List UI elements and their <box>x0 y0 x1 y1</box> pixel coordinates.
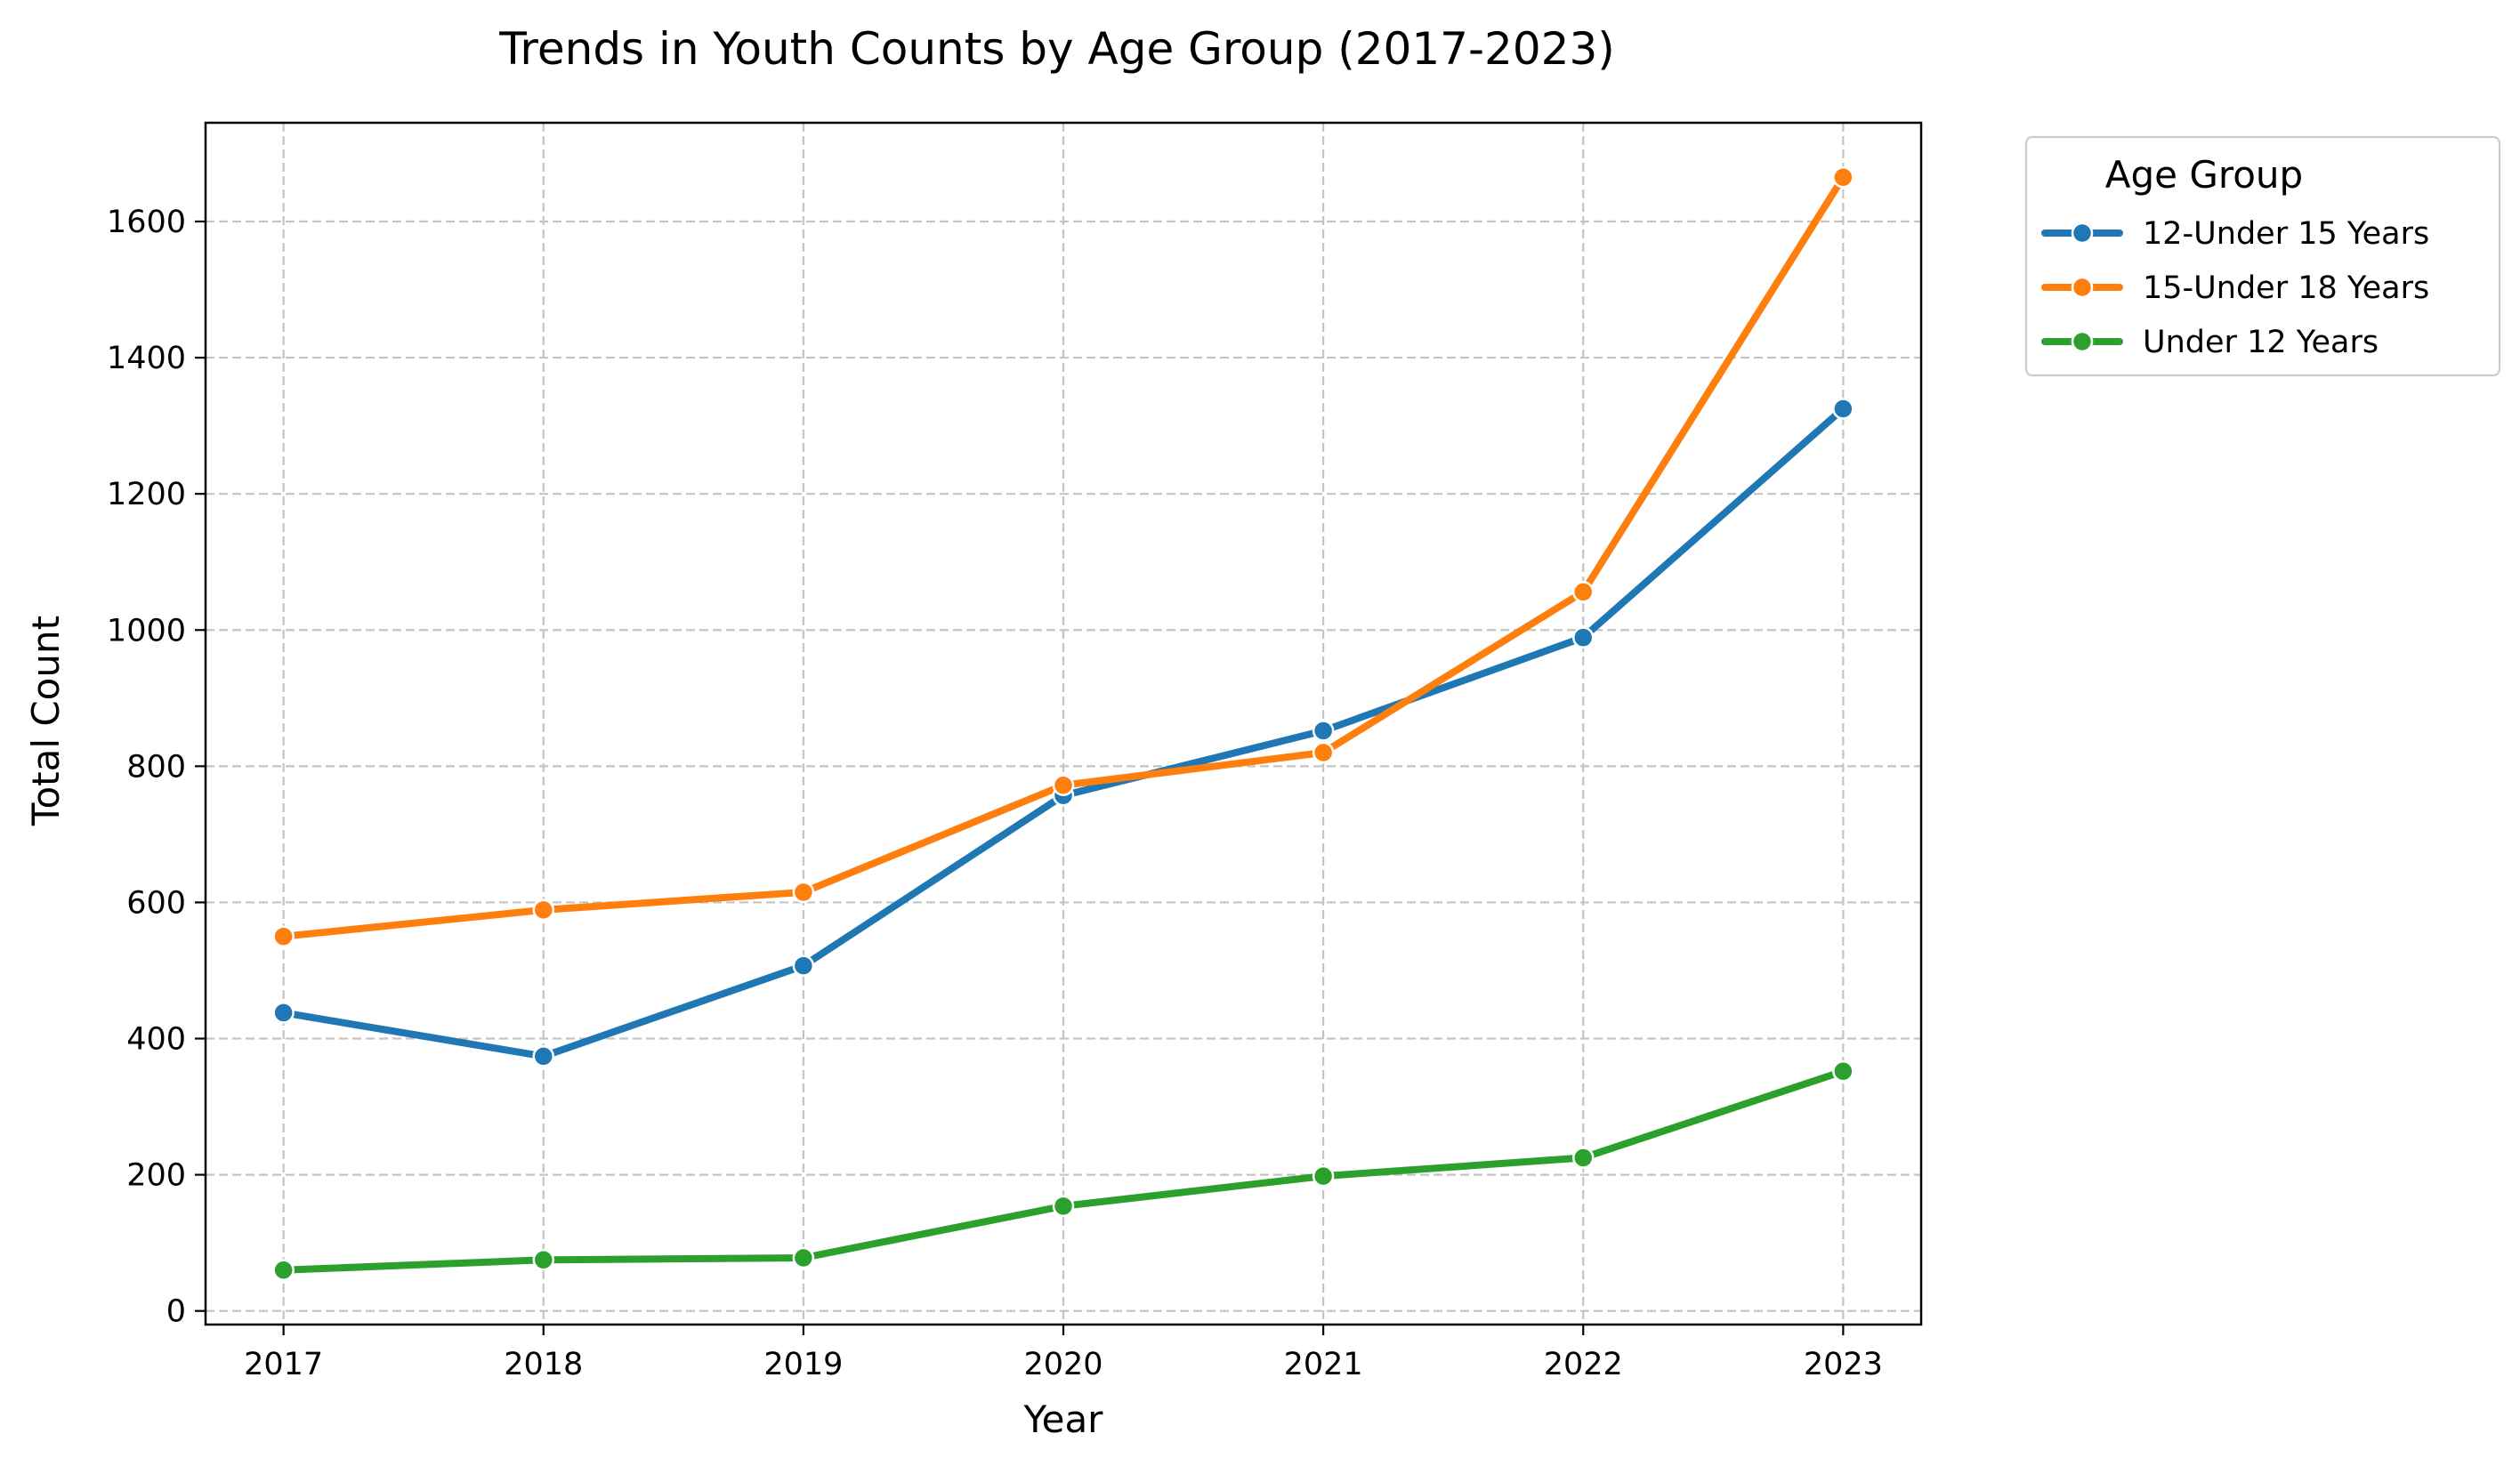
data-point-under-12-years <box>272 1259 295 1282</box>
chart-title: Trends in Youth Counts by Age Group (201… <box>498 23 1615 75</box>
legend: Age Group 12-Under 15 Years 15-Under 18 Y… <box>2024 135 2501 377</box>
y-tick-label: 800 <box>126 749 186 785</box>
x-tick-label: 2017 <box>244 1347 323 1382</box>
y-tick-label: 200 <box>126 1158 186 1194</box>
data-point-12-under-15-years <box>272 1002 295 1024</box>
y-tick-label: 0 <box>166 1294 186 1330</box>
y-tick-label: 1400 <box>107 341 186 376</box>
axis-ticks: 2017 2018 2019 2020 2021 2022 2023 0 200 400 600 80… <box>107 205 1883 1382</box>
y-tick-label: 1200 <box>107 477 186 512</box>
legend-label-12-under-15-years: 12-Under 15 Years <box>2143 216 2429 252</box>
x-tick-label: 2020 <box>1023 1347 1102 1382</box>
x-tick-label: 2018 <box>504 1347 583 1382</box>
data-point-12-under-15-years <box>532 1045 555 1067</box>
legend-title: Age Group <box>2105 153 2303 197</box>
y-tick-label: 1000 <box>107 613 186 648</box>
y-tick-label: 400 <box>126 1022 186 1058</box>
legend-swatch-marker-15-under-18-years <box>2071 276 2094 299</box>
legend-entries: 12-Under 15 Years 15-Under 18 Years Under … <box>2041 216 2429 360</box>
x-axis-label: Year <box>1023 1398 1104 1441</box>
grid-lines <box>206 123 1921 1325</box>
y-tick-label: 600 <box>126 885 186 921</box>
legend-box <box>2024 135 2501 377</box>
data-point-under-12-years <box>1052 1195 1075 1218</box>
plot-area-frame <box>204 121 1923 1326</box>
data-point-12-under-15-years <box>792 955 815 977</box>
data-point-15-under-18-years <box>532 898 555 922</box>
data-point-15-under-18-years <box>1571 581 1595 603</box>
data-point-under-12-years <box>1571 1147 1595 1169</box>
data-point-12-under-15-years <box>1312 720 1335 742</box>
data-point-under-12-years <box>1832 1060 1854 1083</box>
data-point-15-under-18-years <box>1312 741 1335 764</box>
x-tick-label: 2023 <box>1804 1347 1883 1382</box>
data-point-15-under-18-years <box>272 925 295 947</box>
series-markers <box>272 165 1854 1282</box>
data-point-12-under-15-years <box>1571 626 1595 648</box>
data-point-under-12-years <box>792 1246 815 1269</box>
legend-label-15-under-18-years: 15-Under 18 Years <box>2143 270 2429 306</box>
x-tick-label: 2019 <box>763 1347 843 1382</box>
legend-swatch-marker-12-under-15-years <box>2071 222 2094 245</box>
y-tick-label: 1600 <box>107 205 186 240</box>
data-point-under-12-years <box>1312 1164 1335 1188</box>
data-point-15-under-18-years <box>792 881 815 904</box>
data-point-15-under-18-years <box>1052 774 1075 797</box>
legend-swatch-marker-under-12-years <box>2071 330 2094 353</box>
y-axis-label: Total Count <box>24 616 68 826</box>
x-tick-label: 2022 <box>1544 1347 1623 1382</box>
data-point-under-12-years <box>532 1249 555 1271</box>
data-point-12-under-15-years <box>1832 398 1854 420</box>
data-point-15-under-18-years <box>1832 165 1854 189</box>
x-tick-label: 2021 <box>1284 1347 1363 1382</box>
legend-label-under-12-years: Under 12 Years <box>2143 325 2379 360</box>
